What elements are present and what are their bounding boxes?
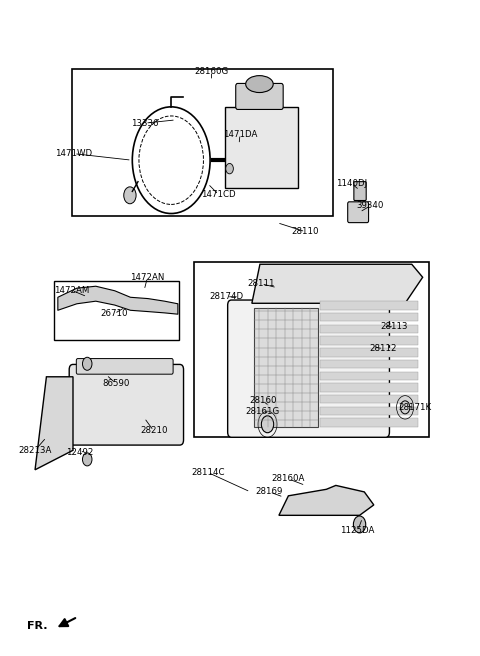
Circle shape (83, 358, 92, 370)
Text: 1472AM: 1472AM (54, 286, 89, 295)
Text: 1471DA: 1471DA (223, 130, 257, 138)
Text: 1472AN: 1472AN (130, 273, 165, 282)
Text: 1140DJ: 1140DJ (336, 179, 367, 188)
FancyBboxPatch shape (348, 202, 369, 222)
Text: 28161G: 28161G (246, 407, 280, 416)
Text: 28210: 28210 (140, 426, 168, 436)
FancyBboxPatch shape (354, 182, 366, 201)
Polygon shape (252, 264, 423, 303)
FancyBboxPatch shape (254, 308, 318, 427)
Text: 1471WD: 1471WD (55, 149, 93, 158)
Text: 26710: 26710 (100, 309, 128, 318)
FancyBboxPatch shape (236, 83, 283, 110)
Text: 28174D: 28174D (210, 293, 244, 301)
Text: 28169: 28169 (256, 487, 283, 497)
FancyBboxPatch shape (225, 107, 299, 188)
Text: 28160: 28160 (249, 396, 276, 405)
Text: 28110: 28110 (292, 227, 319, 236)
Circle shape (124, 187, 136, 204)
Text: 28160A: 28160A (272, 474, 305, 483)
Ellipse shape (246, 75, 273, 92)
Circle shape (83, 453, 92, 466)
Text: 1125DA: 1125DA (340, 526, 375, 535)
Text: 28171K: 28171K (398, 403, 431, 412)
Text: 28111: 28111 (248, 279, 275, 288)
FancyBboxPatch shape (76, 359, 173, 374)
Polygon shape (279, 485, 374, 516)
Circle shape (261, 416, 274, 433)
Circle shape (353, 516, 366, 533)
Text: 28112: 28112 (370, 344, 397, 354)
FancyBboxPatch shape (228, 300, 389, 438)
Text: 12492: 12492 (66, 449, 93, 457)
Text: 28213A: 28213A (18, 446, 52, 455)
FancyBboxPatch shape (69, 365, 183, 445)
Circle shape (226, 163, 233, 174)
Text: 13336: 13336 (132, 119, 159, 128)
Polygon shape (35, 377, 73, 470)
Text: 28113: 28113 (381, 322, 408, 331)
Circle shape (400, 401, 410, 414)
Text: FR.: FR. (26, 621, 47, 631)
Text: 39340: 39340 (357, 201, 384, 210)
Text: 28160G: 28160G (194, 66, 228, 75)
Text: 28114C: 28114C (191, 468, 225, 477)
Text: 86590: 86590 (102, 379, 130, 388)
Text: 1471CD: 1471CD (201, 190, 236, 199)
